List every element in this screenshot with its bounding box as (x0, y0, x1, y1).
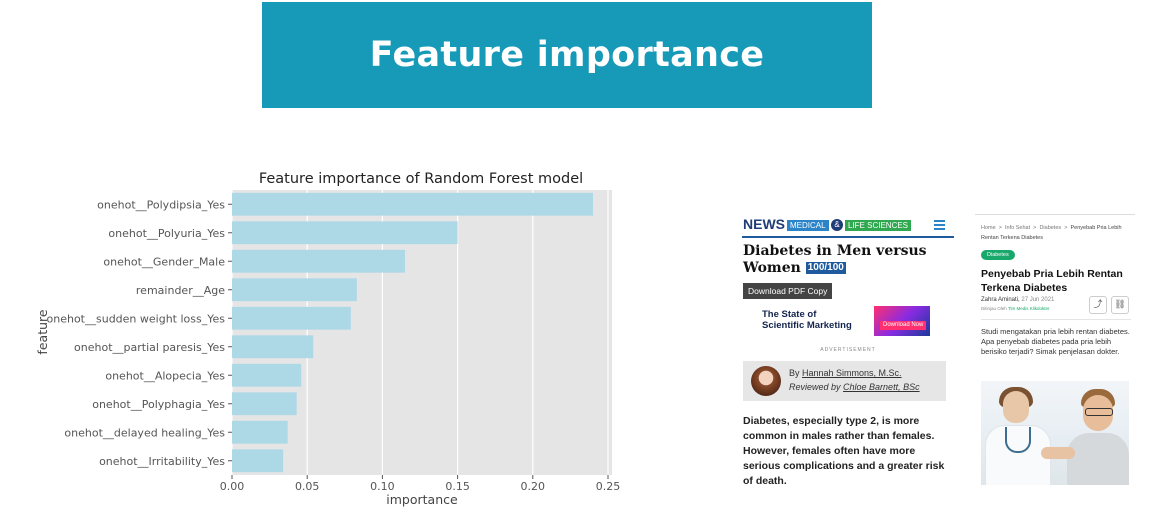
category-pill[interactable]: Diabetes (981, 250, 1015, 260)
news-logo-ampersand: & (831, 219, 843, 231)
divider (981, 319, 1131, 320)
bar (232, 392, 297, 416)
feature-importance-chart: Feature importance of Random Forest mode… (35, 171, 621, 507)
x-tick-label: 0.20 (521, 480, 546, 493)
header-banner: Feature importance (262, 2, 872, 108)
y-tick-label: onehot__delayed healing_Yes (64, 426, 225, 439)
y-tick-label: onehot__Polyphagia_Yes (92, 398, 225, 411)
y-tick-label: onehot__Polyuria_Yes (108, 227, 225, 240)
bar (232, 192, 593, 216)
news-logo-tag-medical: MEDICAL (787, 220, 829, 231)
y-tick-labels: onehot__Polydipsia_Yes onehot__Polyuria_Y… (47, 198, 232, 468)
news-logo[interactable]: NEWS (743, 216, 785, 232)
breadcrumb-current: Penyebab Pria Lebih Rentan Terkena Diabe… (981, 225, 1122, 241)
news-header: NEWS MEDICAL & LIFE SCIENCES (742, 214, 954, 238)
news-logo-tag-life-sciences: LIFE SCIENCES (845, 220, 912, 231)
health-article-card: Home > Info Sehat > Diabetes > Penyebab … (975, 214, 1135, 491)
y-tick-label: onehot__Gender_Male (103, 255, 225, 268)
breadcrumb-info-sehat[interactable]: Info Sehat (1005, 225, 1031, 231)
x-axis-label: importance (386, 492, 458, 507)
bar (232, 363, 302, 387)
health-reviewer-link[interactable]: Tim Medis Klikdokter (1007, 306, 1050, 311)
breadcrumb-diabetes[interactable]: Diabetes (1039, 225, 1062, 231)
link-icon[interactable]: ⛓ (1111, 296, 1129, 314)
news-article-card: NEWS MEDICAL & LIFE SCIENCES Diabetes in… (742, 214, 954, 490)
reviewer-link[interactable]: Chloe Barnett, BSc (843, 382, 920, 392)
x-tick-label: 0.15 (445, 480, 470, 493)
article-lead: Diabetes, especially type 2, is more com… (743, 415, 945, 487)
health-article-description: Studi mengatakan pria lebih rentan diabe… (981, 327, 1130, 356)
bars (232, 192, 593, 473)
y-tick-label: onehot__Alopecia_Yes (105, 369, 225, 382)
x-tick-label: 0.10 (370, 480, 395, 493)
score-badge: 100/100 (805, 262, 846, 274)
banner-title: Feature importance (369, 35, 765, 75)
news-article-title: Diabetes in Men versus Women 100/100 (743, 243, 927, 276)
bar (232, 249, 405, 273)
ad-graphic: Download Now (874, 306, 930, 336)
reviewer-line: Reviewed by Chloe Barnett, BSc (789, 382, 920, 392)
author-avatar (751, 366, 781, 396)
article-photo (981, 381, 1129, 485)
bar (232, 449, 284, 473)
y-tick-label: onehot__Irritability_Yes (99, 455, 225, 468)
y-tick-label: onehot__sudden weight loss_Yes (47, 312, 226, 325)
advertisement-banner[interactable]: The State of Scientific Marketing Downlo… (762, 306, 930, 336)
x-tick-label: 0.25 (596, 480, 621, 493)
health-review-line: Ditinjau Oleh Tim Medis Klikdokter (981, 306, 1050, 311)
ad-download-button[interactable]: Download Now (880, 321, 927, 330)
bar (232, 221, 458, 245)
bar (232, 306, 351, 330)
advertisement-label: ADVERTISEMENT (820, 347, 876, 353)
bar (232, 335, 314, 359)
x-tick-label: 0.05 (295, 480, 320, 493)
hamburger-menu-icon[interactable] (934, 220, 945, 231)
health-author-line: Zahra Aminati, 27 Jun 2021 (981, 297, 1055, 303)
chart-title: Feature importance of Random Forest mode… (259, 171, 583, 187)
y-tick-label: onehot__Polydipsia_Yes (97, 198, 225, 211)
ad-text: The State of Scientific Marketing (762, 309, 852, 331)
share-icon[interactable]: ⤴ (1089, 296, 1107, 314)
x-tick-label: 0.00 (220, 480, 245, 493)
y-axis-label: feature (35, 309, 50, 354)
breadcrumb-home[interactable]: Home (981, 225, 996, 231)
breadcrumb: Home > Info Sehat > Diabetes > Penyebab … (981, 225, 1122, 241)
author-line: By Hannah Simmons, M.Sc. (789, 368, 902, 378)
x-tick-labels: 0.00 0.05 0.10 0.15 0.20 0.25 (220, 475, 621, 493)
y-tick-label: onehot__partial paresis_Yes (74, 341, 225, 354)
bar (232, 420, 288, 444)
y-tick-label: remainder__Age (136, 284, 225, 297)
bar (232, 278, 357, 302)
author-link[interactable]: Hannah Simmons, M.Sc. (802, 368, 902, 378)
author-box: By Hannah Simmons, M.Sc. Reviewed by Chl… (743, 361, 946, 401)
health-article-title: Penyebab Pria Lebih Rentan Terkena Diabe… (981, 268, 1123, 294)
download-pdf-button[interactable]: Download PDF Copy (743, 283, 833, 299)
